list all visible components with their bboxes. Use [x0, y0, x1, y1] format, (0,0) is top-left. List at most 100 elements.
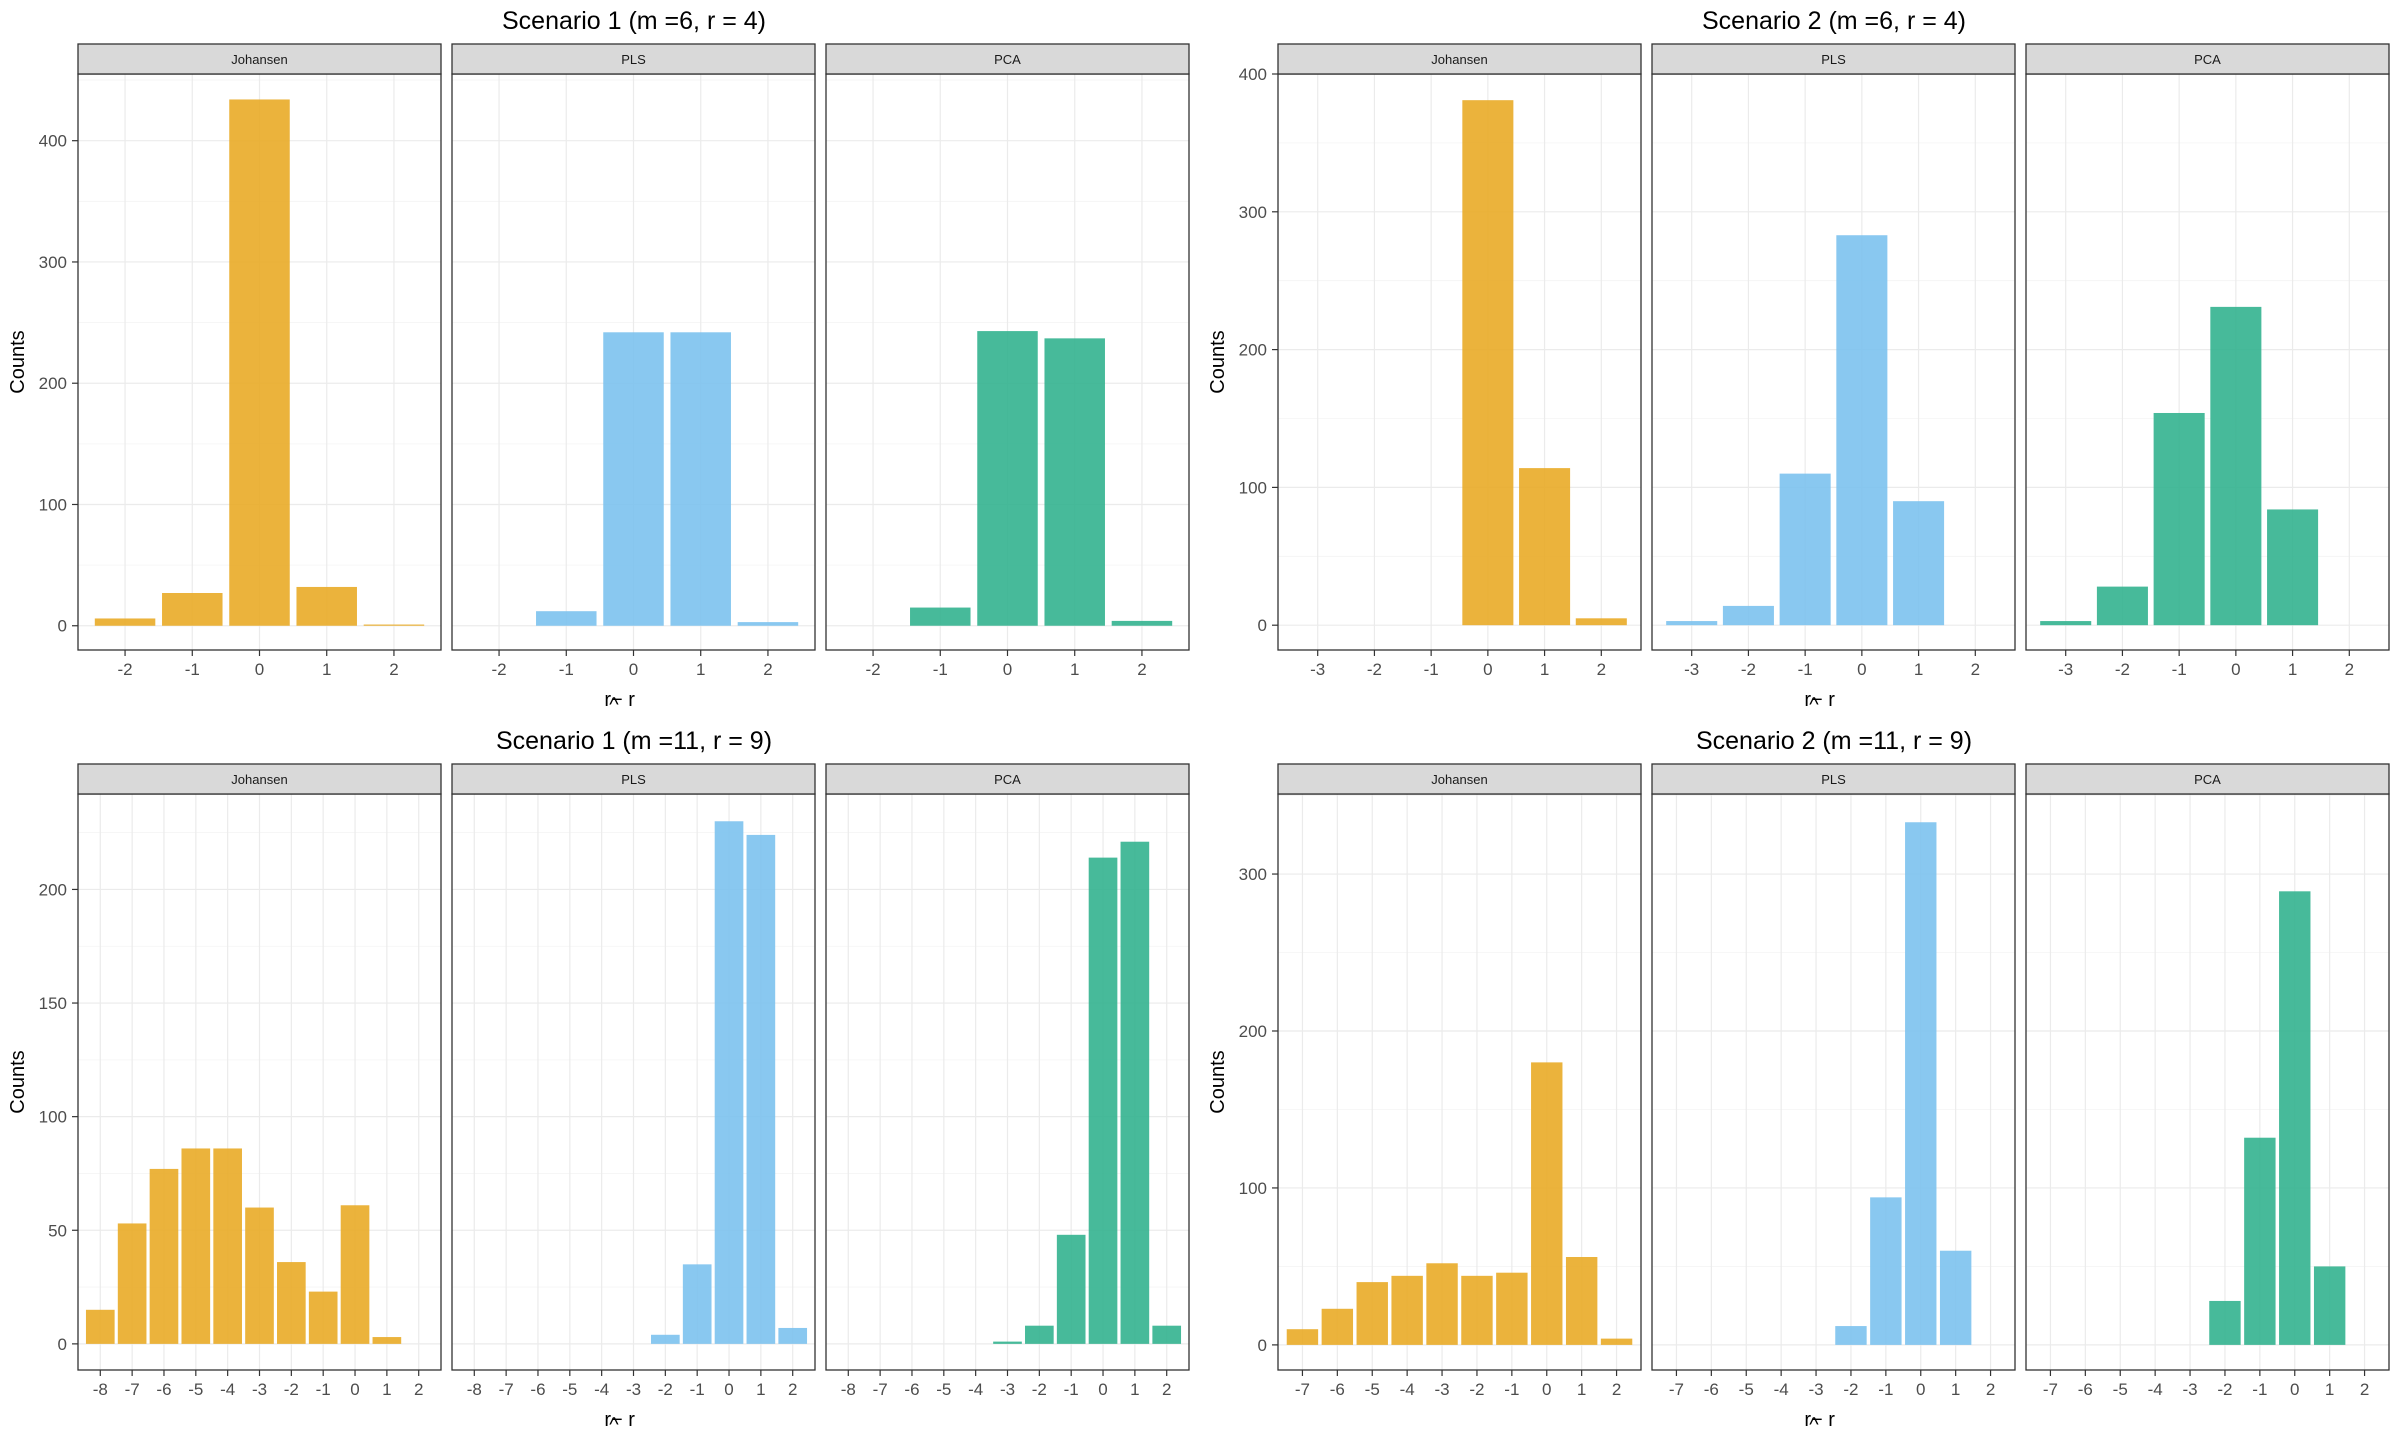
x-axis-label-hat: ^ — [1809, 694, 1819, 716]
bar — [94, 618, 156, 626]
x-tick-label: -1 — [316, 1380, 331, 1399]
y-tick-label: 200 — [1239, 341, 1267, 360]
x-tick-label: 2 — [1971, 660, 1980, 679]
bar — [296, 586, 357, 626]
bar — [1056, 1234, 1086, 1344]
panel-pca: PCA -8 -7 -6 -5 -4 -3 -2 -1 0 1 2 — [825, 763, 1190, 1399]
facet-strip-label: PLS — [1821, 772, 1846, 787]
x-tick-label: 0 — [629, 660, 638, 679]
x-tick-label: -2 — [1469, 1380, 1484, 1399]
facet-strip — [451, 763, 816, 795]
x-axis-label-rest: − r — [1811, 1409, 1835, 1431]
bar — [1286, 1329, 1319, 1345]
x-tick-label: -5 — [1739, 1380, 1754, 1399]
y-tick-label: 150 — [39, 994, 67, 1013]
chart-2: Scenario 2 (m =6, r = 4)Counts^r − r0100… — [1207, 7, 2390, 716]
x-axis-label-hat: ^ — [609, 1414, 619, 1436]
x-tick-label: -2 — [1843, 1380, 1858, 1399]
x-axis-label: ^r − r — [604, 689, 635, 716]
bar — [1836, 235, 1888, 626]
x-tick-label: -6 — [1704, 1380, 1719, 1399]
x-tick-label: -1 — [185, 660, 200, 679]
bar — [1575, 618, 1627, 626]
x-tick-label: -3 — [1684, 660, 1699, 679]
panel-johansen: Johansen -7 -6 -5 -4 -3 -2 -1 0 1 2 — [1277, 763, 1642, 1399]
x-axis-label-var: r — [1804, 1409, 1811, 1431]
bar — [536, 611, 597, 626]
x-tick-label: -1 — [690, 1380, 705, 1399]
bar — [2267, 509, 2319, 626]
facet-strip — [2025, 763, 2390, 795]
x-tick-label: 0 — [1003, 660, 1012, 679]
x-tick-label: -7 — [125, 1380, 140, 1399]
panel-johansen: Johansen -2 -1 0 1 2 — [77, 43, 442, 679]
bar — [1893, 501, 1945, 626]
facet-strip — [825, 43, 1190, 75]
x-axis-label-var: r — [604, 689, 611, 711]
x-tick-label: 1 — [322, 660, 331, 679]
y-axis-label: Counts — [7, 1050, 29, 1113]
facet-strip-label: PLS — [1821, 52, 1846, 67]
x-tick-label: 1 — [1130, 1380, 1139, 1399]
facet-strip-label: PCA — [2194, 52, 2221, 67]
panel-pca: PCA -7 -6 -5 -4 -3 -2 -1 0 1 2 — [2025, 763, 2390, 1399]
x-tick-label: 0 — [1483, 660, 1492, 679]
x-axis-label: ^r − r — [1804, 689, 1835, 716]
x-tick-label: -4 — [220, 1380, 235, 1399]
x-tick-label: -3 — [1000, 1380, 1015, 1399]
bar — [737, 622, 799, 626]
bar — [340, 1205, 370, 1344]
chart-title: Scenario 2 (m =11, r = 9) — [1696, 727, 1972, 755]
x-tick-label: 0 — [350, 1380, 359, 1399]
bar — [1722, 605, 1774, 626]
y-axis-label: Counts — [1207, 330, 1229, 393]
x-tick-label: 2 — [389, 660, 398, 679]
panel-johansen: Johansen -3 -2 -1 0 1 2 — [1277, 43, 1642, 679]
x-tick-label: 2 — [763, 660, 772, 679]
bar — [682, 1264, 712, 1344]
y-tick-label: 0 — [58, 617, 67, 636]
x-tick-label: -3 — [252, 1380, 267, 1399]
y-tick-label: 300 — [1239, 203, 1267, 222]
x-tick-label: 0 — [255, 660, 264, 679]
x-tick-label: -1 — [933, 660, 948, 679]
y-tick-label: 0 — [1258, 616, 1267, 635]
x-tick-label: -8 — [93, 1380, 108, 1399]
bar — [1462, 100, 1514, 626]
x-axis-label-hat: ^ — [609, 694, 619, 716]
bar — [603, 332, 664, 626]
y-axis-label: Counts — [7, 330, 29, 393]
x-tick-label: 1 — [1914, 660, 1923, 679]
bar — [1321, 1308, 1354, 1345]
x-tick-label: -2 — [865, 660, 880, 679]
y-tick-label: 0 — [1258, 1336, 1267, 1355]
bar — [2279, 891, 2311, 1345]
bar — [1426, 1263, 1458, 1345]
chart-1: Scenario 1 (m =6, r = 4)Counts^r − r0100… — [7, 7, 1190, 716]
bar — [910, 607, 971, 626]
facet-strip — [451, 43, 816, 75]
y-tick-label: 50 — [48, 1221, 67, 1240]
facet-strip — [77, 43, 442, 75]
bar — [1666, 621, 1718, 626]
x-tick-label: 2 — [414, 1380, 423, 1399]
x-tick-label: -3 — [1310, 660, 1325, 679]
x-tick-label: -1 — [1878, 1380, 1893, 1399]
bar — [1779, 473, 1831, 626]
bar — [363, 624, 425, 626]
y-tick-label: 200 — [1239, 1022, 1267, 1041]
bar — [1356, 1282, 1388, 1345]
x-tick-label: -4 — [2148, 1380, 2163, 1399]
x-tick-label: 2 — [1597, 660, 1606, 679]
panel-pca: PCA -2 -1 0 1 2 — [825, 43, 1190, 679]
chart-3: Scenario 1 (m =11, r = 9) Counts ^r − r 0 50… — [7, 727, 1190, 1436]
x-tick-label: 1 — [696, 660, 705, 679]
x-tick-label: -4 — [1774, 1380, 1789, 1399]
bar — [1905, 822, 1937, 1345]
y-tick-label: 100 — [1239, 478, 1267, 497]
facet-strip-label: PLS — [621, 772, 646, 787]
x-tick-label: -2 — [2115, 660, 2130, 679]
x-tick-label: -5 — [936, 1380, 951, 1399]
panel-pls: PLS -2 -1 0 1 2 — [451, 43, 816, 679]
x-tick-label: -4 — [968, 1380, 983, 1399]
